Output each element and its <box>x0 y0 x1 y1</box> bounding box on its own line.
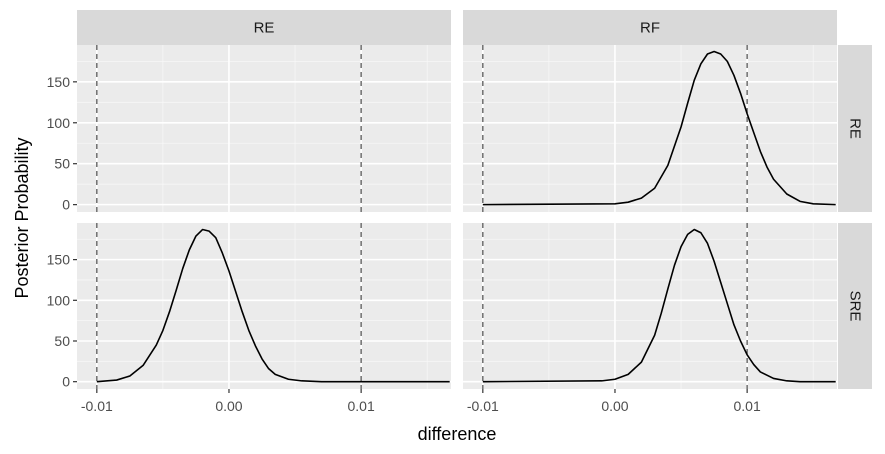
panel-sre-rf <box>463 223 837 389</box>
y-tick-label: 0 <box>62 197 70 213</box>
y-tick-label: 150 <box>47 252 71 268</box>
density-line <box>96 228 450 383</box>
facet-label-column: RE <box>254 20 275 37</box>
x-tick-label: -0.01 <box>467 398 499 414</box>
y-tick-label: 50 <box>54 156 70 172</box>
facet-label-row: SRE <box>847 291 864 322</box>
axes-layer: 0 50 100 150 0 50 100 150 -0.01 0.00 0.01 -0.01 0.00… <box>47 74 761 414</box>
y-tick-label: 50 <box>54 333 70 349</box>
y-tick-label: 150 <box>47 74 71 90</box>
panel-background <box>77 45 451 212</box>
facet-strip-row <box>838 45 872 212</box>
y-tick-label: 0 <box>62 374 70 390</box>
x-tick-label: 0.01 <box>734 398 761 414</box>
x-tick-label: 0.00 <box>215 398 242 414</box>
panel-background <box>463 223 837 389</box>
density-line <box>482 228 836 383</box>
x-tick-label: 0.00 <box>601 398 628 414</box>
panel-sre-re <box>77 223 451 389</box>
facet-label-row: RE <box>847 118 864 139</box>
y-tick-label: 100 <box>47 292 71 308</box>
strips-layer: RE RF RE SRE <box>77 10 872 389</box>
panels-layer <box>77 45 837 389</box>
facet-strip-row <box>838 223 872 389</box>
facet-label-column: RF <box>640 20 660 37</box>
x-tick-label: 0.01 <box>348 398 375 414</box>
x-tick-label: -0.01 <box>81 398 113 414</box>
y-axis-title: Posterior Probability <box>12 137 32 298</box>
y-tick-label: 100 <box>47 115 71 131</box>
panel-re-rf <box>463 45 837 212</box>
panel-re-re <box>77 45 451 212</box>
facet-strip-column <box>463 10 837 45</box>
density-line <box>482 50 836 206</box>
panel-background <box>77 223 451 389</box>
x-axis-title: difference <box>418 424 497 444</box>
facet-strip-column <box>77 10 451 45</box>
